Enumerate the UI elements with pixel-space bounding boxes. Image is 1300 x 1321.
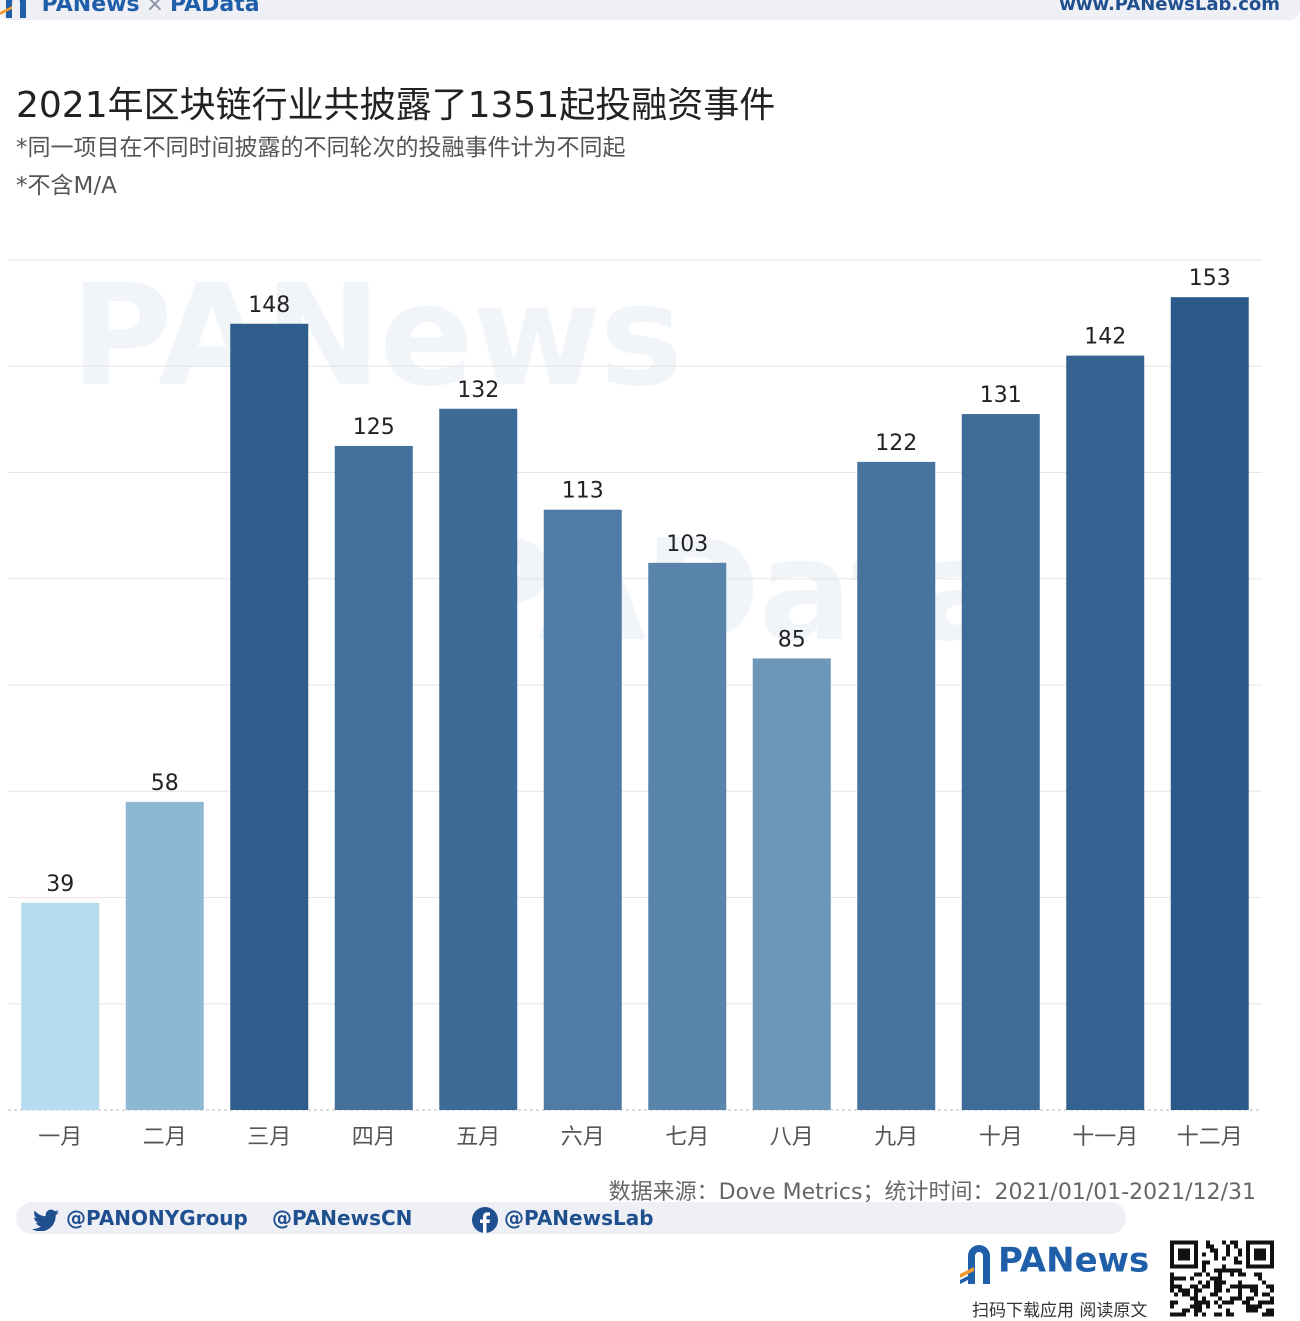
- brand-panews: PANews: [41, 0, 140, 17]
- bar-4: [334, 445, 413, 1110]
- data-label-4: 125: [353, 415, 395, 440]
- subtitle-note-1: *同一项目在不同时间披露的不同轮次的投融事件计为不同起: [16, 135, 626, 161]
- bar-6: [543, 509, 622, 1110]
- twitter-handle-text: @PANONYGroup: [66, 1206, 248, 1230]
- x-tick-label-5: 五月: [456, 1125, 500, 1150]
- data-label-7: 103: [666, 532, 708, 557]
- data-label-11: 142: [1084, 325, 1126, 350]
- footer-logo: PANews: [960, 1240, 1149, 1284]
- footer-logo-text: PANews: [998, 1240, 1150, 1281]
- facebook-icon: [472, 1206, 498, 1233]
- data-source: 数据来源：Dove Metrics；统计时间：2021/01/01-2021/1…: [608, 1180, 1256, 1205]
- data-label-2: 58: [151, 771, 179, 796]
- watermark-panews: PANews: [70, 255, 683, 418]
- brand-padata: PAData: [170, 0, 260, 17]
- qr-code-icon[interactable]: [1170, 1240, 1274, 1317]
- bar-12: [1170, 297, 1249, 1110]
- panews-logo-icon: [0, 0, 26, 18]
- x-tick-label-1: 一月: [38, 1125, 82, 1150]
- bar-3: [230, 323, 309, 1110]
- x-tick-label-8: 八月: [770, 1125, 814, 1150]
- data-label-5: 132: [457, 378, 499, 403]
- data-label-10: 131: [980, 383, 1022, 408]
- x-tick-label-11: 十一月: [1072, 1125, 1138, 1150]
- twitter-icon: [32, 1209, 59, 1231]
- bar-5: [439, 408, 518, 1110]
- bar-1: [21, 902, 100, 1110]
- x-tick-label-7: 七月: [665, 1125, 709, 1150]
- data-label-3: 148: [248, 293, 290, 318]
- bar-2: [125, 801, 204, 1110]
- bar-9: [857, 461, 936, 1110]
- chart-title: 2021年区块链行业共披露了1351起投融资事件: [16, 85, 776, 126]
- top-brand: PANews × PAData: [0, 0, 260, 18]
- facebook-handle-text: @PANewsLab: [504, 1206, 654, 1230]
- data-label-1: 39: [46, 872, 74, 897]
- x-tick-label-2: 二月: [143, 1125, 187, 1150]
- x-tick-label-4: 四月: [352, 1125, 396, 1150]
- panews-footer-logo-icon: [960, 1245, 990, 1284]
- bar-8: [752, 658, 831, 1110]
- x-tick-label-6: 六月: [561, 1125, 605, 1150]
- bar-chart: 39 一月 58 二月 148 三月 125 四月 132 五月 113 六月 103 七月 85 八月 122…: [8, 259, 1262, 1150]
- website-url[interactable]: www.PANewsLab.com: [1059, 0, 1280, 15]
- data-label-8: 85: [778, 627, 806, 652]
- brand-separator: ×: [145, 0, 164, 17]
- subtitle-note-2: *不含M/A: [16, 173, 117, 199]
- twitter-handle[interactable]: @PANONYGroup: [32, 1206, 248, 1231]
- data-label-12: 153: [1189, 266, 1231, 291]
- social-bar: @PANONYGroup @PANewsCN @PANewsLab: [16, 1202, 1126, 1234]
- weibo-handle[interactable]: @PANewsCN: [272, 1206, 413, 1230]
- top-banner: PANews × PAData www.PANewsLab.com: [0, 0, 1300, 20]
- x-tick-label-3: 三月: [247, 1125, 291, 1150]
- x-tick-label-12: 十二月: [1177, 1125, 1243, 1150]
- data-label-9: 122: [875, 431, 917, 456]
- data-label-6: 113: [562, 479, 604, 504]
- x-tick-label-10: 十月: [979, 1125, 1023, 1150]
- x-tick-label-9: 九月: [874, 1125, 918, 1150]
- footer-caption: 扫码下载应用 阅读原文: [972, 1301, 1148, 1321]
- bar-7: [648, 562, 727, 1110]
- bar-11: [1066, 355, 1145, 1110]
- bar-10: [961, 414, 1040, 1110]
- facebook-handle[interactable]: @PANewsLab: [472, 1206, 654, 1233]
